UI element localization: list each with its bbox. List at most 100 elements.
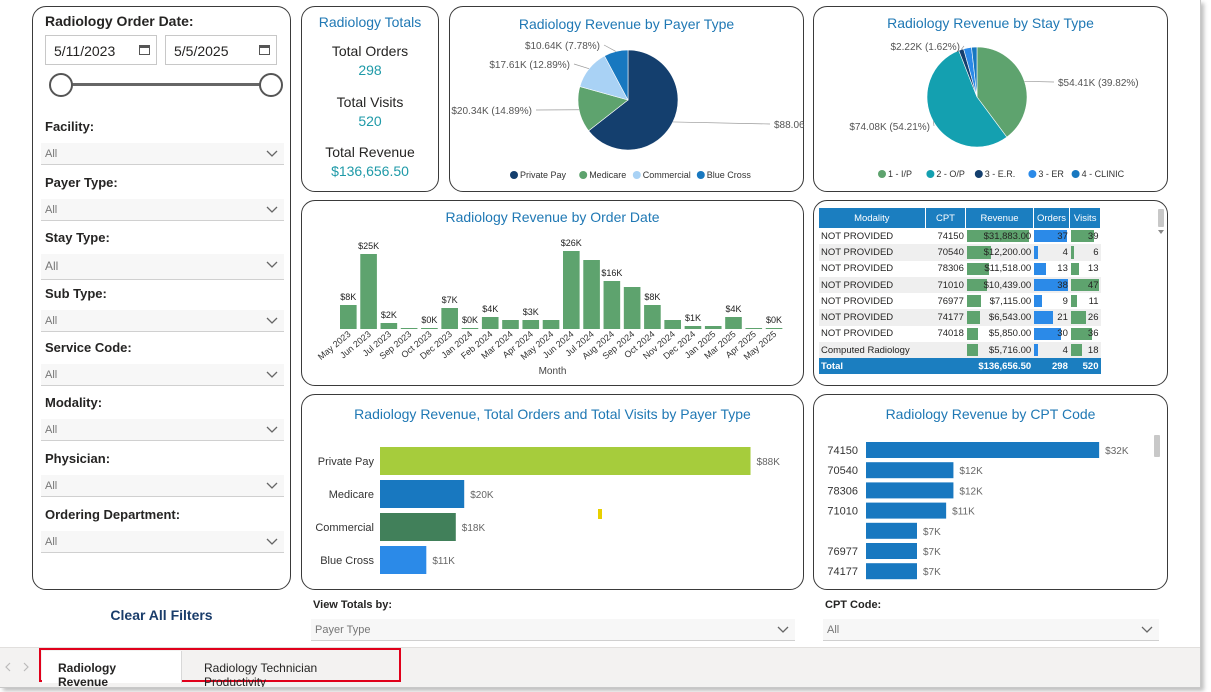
visits-cell: 6 bbox=[1069, 244, 1101, 261]
modality-cell: NOT PROVIDED bbox=[819, 326, 925, 342]
cell-text: 26 bbox=[1087, 312, 1099, 324]
ordering-department-dropdown[interactable]: All bbox=[41, 531, 284, 553]
scroll-down-arrow-icon[interactable] bbox=[1158, 229, 1164, 235]
table-row[interactable]: NOT PROVIDED 70540 $12,200.00 4 6 bbox=[819, 244, 1101, 261]
modality-dropdown[interactable]: All bbox=[41, 419, 284, 441]
visits-cell: 36 bbox=[1070, 326, 1101, 342]
bar bbox=[745, 328, 763, 329]
date-range-slider[interactable] bbox=[61, 83, 271, 86]
cell-text: 21 bbox=[1057, 312, 1068, 324]
orders-cell: 4 bbox=[1033, 244, 1070, 261]
payer-type-dropdown[interactable]: All bbox=[41, 199, 284, 221]
cell-text: 6 bbox=[1093, 246, 1099, 258]
sub-type-dropdown[interactable]: All bbox=[41, 310, 284, 332]
bar bbox=[340, 305, 357, 329]
cpt-cell: 76977 bbox=[925, 293, 966, 309]
category-label: 70540 bbox=[827, 465, 858, 477]
bar bbox=[461, 328, 479, 329]
leader-line bbox=[932, 121, 935, 127]
table-scrollbar[interactable] bbox=[1158, 209, 1164, 227]
table-row[interactable]: NOT PROVIDED 71010 $10,439.00 38 47 bbox=[819, 276, 1101, 294]
total-orders-value: 298 bbox=[358, 62, 382, 78]
cell-text: NOT PROVIDED bbox=[821, 279, 894, 291]
category-label: Commercial bbox=[315, 522, 374, 534]
revenue-cell: $7,115.00 bbox=[966, 293, 1033, 309]
table-row[interactable]: Computed Radiology $5,716.00 4 18 bbox=[819, 342, 1101, 359]
clear-all-filters-button[interactable]: Clear All Filters bbox=[110, 607, 213, 623]
tab-scroll-left-icon[interactable] bbox=[4, 662, 12, 672]
date-from-input[interactable]: 5/11/2023 bbox=[45, 35, 157, 65]
header-cpt[interactable]: CPT bbox=[925, 208, 967, 228]
service-code-value: All bbox=[45, 369, 58, 381]
service-code-dropdown[interactable]: All bbox=[41, 364, 284, 386]
cpt-code-dropdown[interactable]: All bbox=[823, 619, 1159, 641]
category-label: Blue Cross bbox=[320, 555, 374, 567]
chart-scrollbar[interactable] bbox=[1154, 435, 1160, 457]
tab-radiology-revenue[interactable]: Radiology Revenue bbox=[42, 651, 182, 687]
cell-text: 18 bbox=[1087, 344, 1099, 356]
view-totals-dropdown[interactable]: Payer Type bbox=[311, 619, 795, 641]
data-label: $4K bbox=[482, 304, 498, 314]
modality-cell: NOT PROVIDED bbox=[819, 309, 926, 326]
data-label: $32K bbox=[1105, 446, 1129, 457]
table-row[interactable]: NOT PROVIDED 74018 $5,850.00 30 36 bbox=[819, 326, 1101, 342]
header-modality[interactable]: Modality bbox=[819, 208, 926, 228]
calendar-icon[interactable] bbox=[139, 45, 150, 55]
chevron-down-icon bbox=[266, 150, 278, 157]
physician-label: Physician: bbox=[45, 451, 111, 466]
legend-marker bbox=[632, 171, 641, 179]
facility-dropdown[interactable]: All bbox=[41, 143, 284, 165]
cell-text: 74150 bbox=[937, 230, 964, 242]
data-label: $11K bbox=[432, 556, 455, 567]
data-bar bbox=[1070, 327, 1093, 341]
date-to-input[interactable]: 5/5/2025 bbox=[165, 35, 277, 65]
tab-radiology-technician-productivity[interactable]: Radiology Technician Productivity bbox=[188, 651, 398, 687]
table-row[interactable]: NOT PROVIDED 78306 $11,518.00 13 13 bbox=[819, 261, 1101, 277]
data-label: $10.64K (7.78%) bbox=[525, 41, 600, 52]
slider-start-handle[interactable] bbox=[49, 73, 73, 97]
bar bbox=[664, 320, 681, 329]
legend-label: Blue Cross bbox=[707, 170, 752, 180]
cell-text: 74177 bbox=[937, 312, 964, 324]
cpt-bar-chart: 74150 $32K 70540 $12K 78306 $12K 71010 $11K $7K 7… bbox=[827, 442, 1129, 580]
data-label: $7K bbox=[923, 527, 941, 538]
data-bar bbox=[1034, 327, 1061, 341]
data-label: $7K bbox=[442, 295, 458, 305]
modality-label: Modality: bbox=[45, 395, 103, 410]
cell-text: 4 bbox=[1062, 344, 1068, 356]
legend-label: 4 - CLINIC bbox=[1082, 169, 1125, 179]
cpt-bar-card: Radiology Revenue by CPT Code 74150 $32K 7… bbox=[813, 394, 1168, 590]
data-label: $20.34K (14.89%) bbox=[451, 106, 532, 117]
data-label: $88.06K (64.44%) bbox=[774, 120, 805, 131]
total-revenue-label: Total Revenue bbox=[325, 144, 415, 160]
revenue-cell: $5,850.00 bbox=[966, 326, 1033, 342]
header-revenue[interactable]: Revenue bbox=[965, 208, 1034, 228]
category-label: 78306 bbox=[827, 485, 858, 497]
category-label: Private Pay bbox=[318, 456, 375, 468]
bar bbox=[421, 328, 438, 329]
page-tab-bar: Radiology Revenue Radiology Technician P… bbox=[0, 647, 1200, 687]
data-bar bbox=[966, 246, 991, 259]
slider-end-handle[interactable] bbox=[259, 73, 283, 97]
bar bbox=[380, 447, 751, 475]
bar bbox=[360, 254, 377, 329]
orders-cell: 13 bbox=[1033, 261, 1070, 277]
stay-type-dropdown[interactable]: All bbox=[41, 254, 284, 280]
data-label: $12K bbox=[959, 486, 983, 497]
service-code-label: Service Code: bbox=[45, 340, 132, 355]
table-row[interactable]: NOT PROVIDED 74150 $31,883.00 37 39 bbox=[819, 228, 1101, 244]
total-visits-value: 520 bbox=[358, 113, 382, 129]
calendar-icon[interactable] bbox=[259, 45, 270, 55]
header-orders[interactable]: Orders bbox=[1033, 208, 1071, 228]
table-row[interactable]: NOT PROVIDED 74177 $6,543.00 21 26 bbox=[819, 309, 1101, 326]
table-row[interactable]: NOT PROVIDED 76977 $7,115.00 9 11 bbox=[819, 293, 1101, 309]
cpt-bar-title: Radiology Revenue by CPT Code bbox=[885, 406, 1096, 422]
header-visits[interactable]: Visits bbox=[1069, 208, 1101, 228]
chevron-down-icon bbox=[266, 317, 278, 324]
chevron-down-icon bbox=[266, 206, 278, 213]
view-totals-value: Payer Type bbox=[315, 624, 371, 636]
tab-scroll-right-icon[interactable] bbox=[22, 662, 30, 672]
data-bar bbox=[1034, 295, 1043, 308]
physician-dropdown[interactable]: All bbox=[41, 475, 284, 497]
